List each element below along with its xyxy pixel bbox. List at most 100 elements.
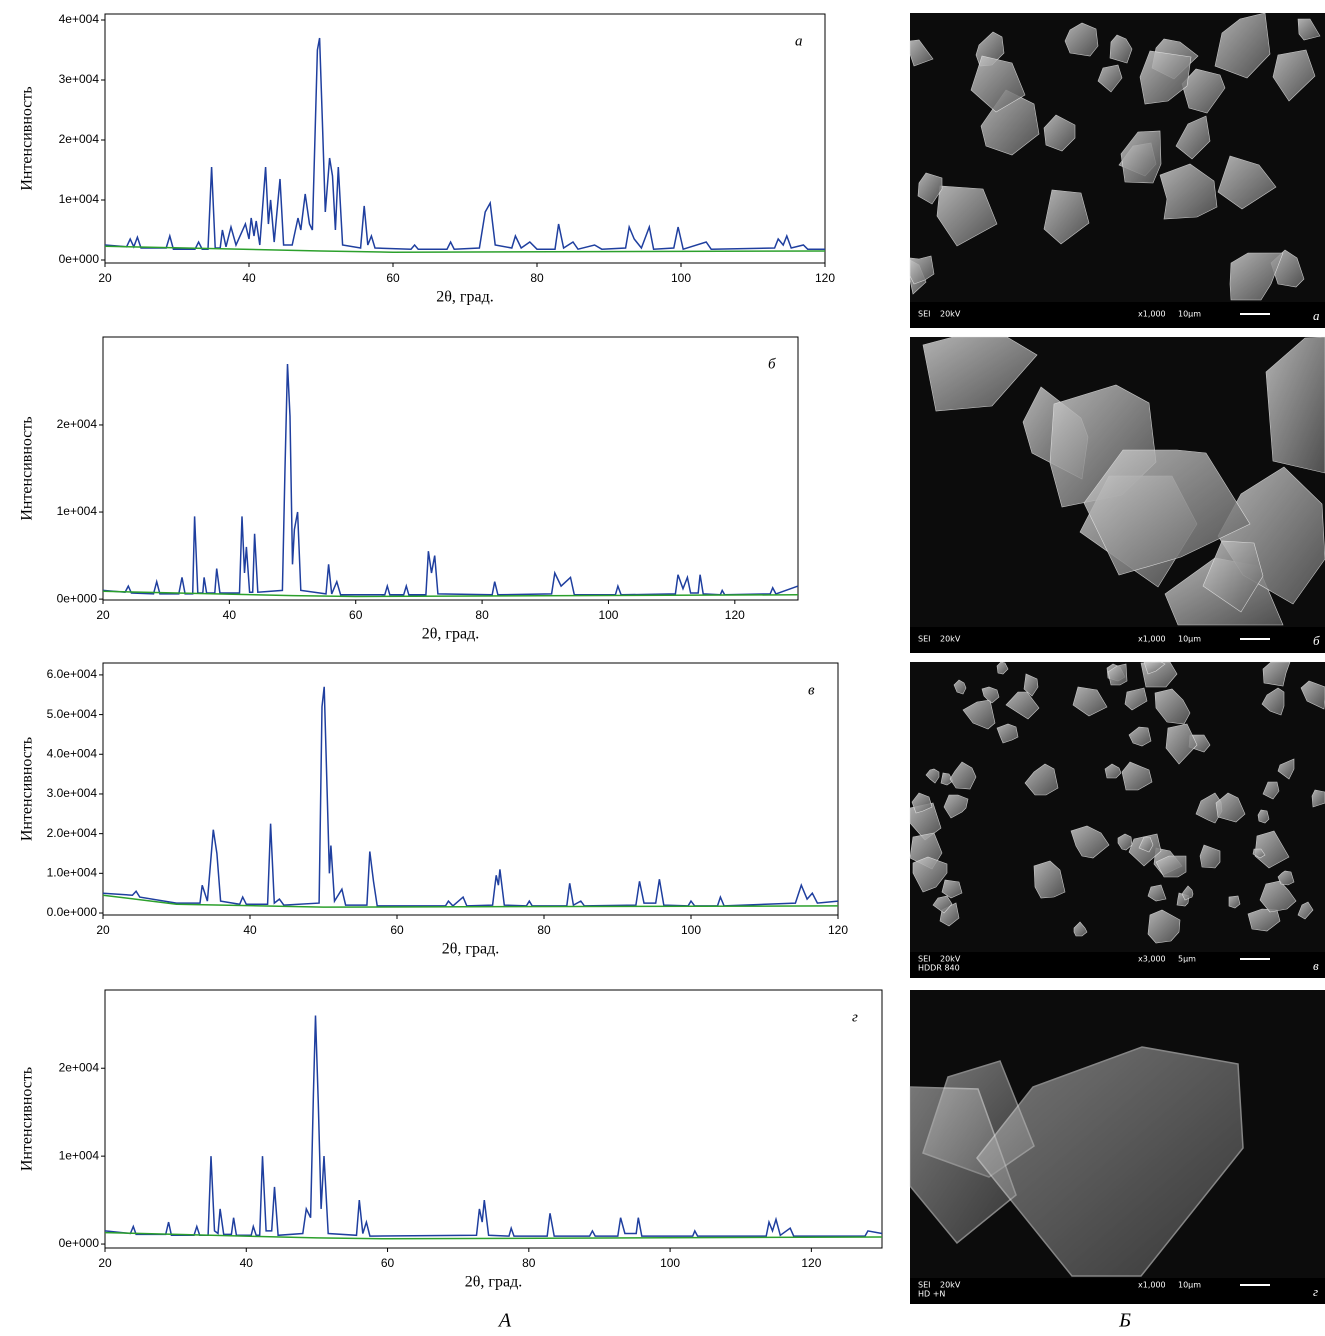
y-tick-label: 0e+000 bbox=[59, 1236, 100, 1250]
particle bbox=[1262, 781, 1280, 800]
plot-frame bbox=[102, 336, 799, 601]
particle bbox=[1228, 895, 1241, 909]
particle bbox=[1117, 833, 1133, 851]
particle bbox=[911, 792, 933, 814]
x-tick-label: 120 bbox=[815, 271, 835, 285]
particle bbox=[949, 761, 977, 790]
x-tick-label: 120 bbox=[828, 923, 848, 937]
y-tick-label: 4e+004 bbox=[59, 12, 100, 26]
x-tick-label: 20 bbox=[96, 923, 110, 937]
x-tick-label: 80 bbox=[530, 271, 544, 285]
particle bbox=[1254, 830, 1290, 869]
y-tick-label: 2e+004 bbox=[59, 132, 100, 146]
particle bbox=[1155, 855, 1187, 878]
particle bbox=[1277, 758, 1295, 780]
sem-text: 5μm bbox=[1178, 955, 1196, 964]
y-tick-label: 2e+004 bbox=[57, 417, 98, 431]
sem-text: 20kV bbox=[940, 635, 961, 644]
sem-text: 10μm bbox=[1178, 1281, 1201, 1290]
data-line bbox=[104, 1231, 883, 1240]
particle bbox=[1104, 763, 1122, 779]
x-tick-label: 80 bbox=[475, 608, 489, 622]
particle bbox=[1300, 680, 1325, 710]
particle bbox=[909, 39, 934, 67]
sem-text: SEI bbox=[918, 635, 931, 644]
particle bbox=[1311, 789, 1325, 808]
caption: А bbox=[497, 1310, 512, 1332]
panel-label: б bbox=[768, 356, 776, 372]
caption: Б bbox=[1118, 1310, 1131, 1332]
panel-label: г bbox=[852, 1009, 858, 1025]
data-line bbox=[102, 894, 839, 908]
particle bbox=[1121, 761, 1153, 791]
sem-info-bar bbox=[910, 1278, 1325, 1304]
particle bbox=[1229, 252, 1284, 301]
y-axis-label: Интенсивность bbox=[19, 86, 36, 190]
particle bbox=[917, 172, 943, 205]
x-axis-label: 2θ, град. bbox=[465, 1274, 522, 1291]
particle bbox=[925, 768, 940, 784]
particle bbox=[1043, 114, 1076, 152]
y-tick-label: 0e+000 bbox=[59, 252, 100, 266]
sem-text: 20kV bbox=[940, 310, 961, 319]
particle bbox=[932, 895, 953, 914]
particle bbox=[1262, 661, 1291, 687]
particle bbox=[1072, 686, 1108, 717]
x-tick-label: 100 bbox=[681, 923, 701, 937]
particle bbox=[1261, 687, 1285, 716]
sem-text: SEI bbox=[918, 955, 931, 964]
particle bbox=[1128, 726, 1152, 747]
particle bbox=[1109, 34, 1133, 64]
particle bbox=[1252, 848, 1266, 859]
particle bbox=[1297, 18, 1321, 41]
data-line bbox=[104, 245, 826, 253]
y-axis-label: Интенсивность bbox=[19, 1067, 36, 1171]
particle bbox=[1139, 50, 1192, 105]
x-tick-label: 120 bbox=[801, 1256, 821, 1270]
y-tick-label: 1e+004 bbox=[59, 192, 100, 206]
particle bbox=[1043, 189, 1090, 245]
y-tick-label: 2.0e+004 bbox=[47, 826, 98, 840]
x-tick-label: 60 bbox=[386, 271, 400, 285]
y-axis-label: Интенсивность bbox=[19, 416, 36, 520]
data-line bbox=[104, 1015, 883, 1237]
data-line bbox=[104, 37, 825, 251]
sem-text: x1,000 bbox=[1138, 310, 1166, 319]
data-line bbox=[102, 686, 839, 907]
particle bbox=[1124, 687, 1148, 711]
y-tick-label: 3.0e+004 bbox=[47, 786, 98, 800]
y-axis-label: Интенсивность bbox=[19, 737, 36, 841]
particle bbox=[1215, 792, 1246, 823]
particle bbox=[970, 55, 1026, 113]
particle bbox=[1165, 723, 1198, 765]
particle bbox=[1265, 336, 1325, 474]
particle bbox=[1154, 688, 1191, 725]
sem-text: 10μm bbox=[1178, 310, 1201, 319]
particle bbox=[1272, 49, 1316, 102]
particle bbox=[936, 185, 998, 247]
x-axis-label: 2θ, град. bbox=[436, 289, 493, 306]
plot-frame bbox=[104, 13, 826, 264]
x-tick-label: 40 bbox=[223, 608, 237, 622]
x-tick-label: 40 bbox=[243, 923, 257, 937]
sem-text: 20kV bbox=[940, 1281, 961, 1290]
panel-label: в bbox=[808, 682, 815, 698]
particle bbox=[996, 723, 1019, 744]
y-tick-label: 0e+000 bbox=[57, 591, 98, 605]
sem-text: 10μm bbox=[1178, 635, 1201, 644]
x-tick-label: 60 bbox=[349, 608, 363, 622]
data-line bbox=[102, 363, 799, 596]
sem-text: SEI bbox=[918, 310, 931, 319]
particle bbox=[909, 1086, 1017, 1245]
particle bbox=[1138, 836, 1154, 853]
sem-info-bar bbox=[910, 952, 1325, 978]
particle bbox=[1143, 661, 1166, 675]
particle bbox=[943, 794, 969, 819]
y-tick-label: 2e+004 bbox=[59, 1060, 100, 1074]
particle bbox=[909, 255, 935, 285]
particle bbox=[1107, 663, 1128, 686]
particle bbox=[976, 1046, 1244, 1277]
particle bbox=[1033, 860, 1066, 899]
x-axis-label: 2θ, град. bbox=[442, 941, 499, 958]
